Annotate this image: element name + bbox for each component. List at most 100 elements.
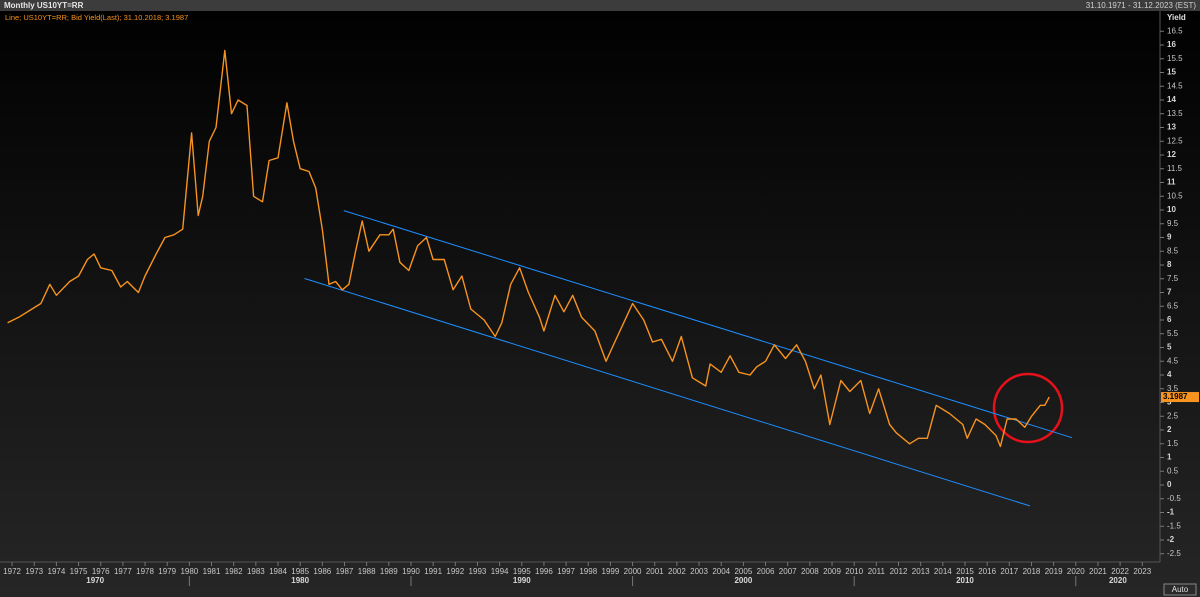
x-tick-label: 2017	[1000, 567, 1018, 576]
y-tick-label: -0.5	[1167, 494, 1181, 503]
date-range: 31.10.1971 - 31.12.2023 (EST)	[1086, 1, 1197, 10]
y-tick-label: 0.5	[1167, 466, 1179, 475]
x-tick-label: 1991	[424, 567, 442, 576]
x-tick-label: 1974	[48, 567, 66, 576]
y-tick-label: 4.5	[1167, 356, 1179, 365]
y-tick-label: -1	[1167, 508, 1175, 517]
y-tick-label: 3	[1167, 398, 1172, 407]
x-tick-label: 2014	[934, 567, 952, 576]
x-tick-label: 1988	[358, 567, 376, 576]
x-tick-label: 2015	[956, 567, 974, 576]
y-tick-label: 14	[1167, 95, 1176, 104]
x-tick-label: 1976	[92, 567, 110, 576]
last-value-label: 3.1987	[1163, 392, 1188, 401]
y-tick-label: 13.5	[1167, 109, 1183, 118]
x-tick-label: 2007	[779, 567, 797, 576]
yield-line	[7, 49, 1050, 448]
x-tick-label: 1979	[158, 567, 176, 576]
decade-label: 2010	[956, 576, 974, 585]
decade-label: 1980	[291, 576, 309, 585]
x-tick-label: 1997	[557, 567, 575, 576]
y-tick-label: 2	[1167, 425, 1172, 434]
x-tick-label: 1998	[579, 567, 597, 576]
x-tick-label: 2001	[646, 567, 664, 576]
y-tick-label: 9	[1167, 233, 1172, 242]
x-tick-label: 2013	[912, 567, 930, 576]
decade-label: 2000	[734, 576, 752, 585]
y-tick-label: 12.5	[1167, 136, 1183, 145]
trend-line	[304, 278, 1031, 507]
x-tick-label: 2004	[712, 567, 730, 576]
x-tick-label: 2000	[624, 567, 642, 576]
x-tick-label: 2006	[757, 567, 775, 576]
x-tick-label: 1975	[70, 567, 88, 576]
y-axis-label: Yield	[1167, 13, 1186, 22]
x-tick-label: 1989	[380, 567, 398, 576]
y-tick-label: 8	[1167, 260, 1172, 269]
y-tick-label: 9.5	[1167, 219, 1179, 228]
x-tick-label: 1994	[491, 567, 509, 576]
x-tick-label: 2011	[868, 567, 886, 576]
y-tick-label: 10	[1167, 205, 1176, 214]
y-tick-label: -2	[1167, 535, 1175, 544]
y-tick-label: 5	[1167, 343, 1172, 352]
y-tick-label: 0	[1167, 480, 1172, 489]
y-tick-label: 11	[1167, 178, 1176, 187]
x-tick-label: 2003	[690, 567, 708, 576]
decade-label: 1970	[86, 576, 104, 585]
x-tick-label: 2005	[734, 567, 752, 576]
y-tick-label: 8.5	[1167, 246, 1179, 255]
legend: Line; US10YT=RR; Bid Yield(Last); 31.10.…	[5, 13, 188, 22]
y-tick-label: -1.5	[1167, 521, 1181, 530]
y-tick-label: 16.5	[1167, 26, 1183, 35]
x-tick-label: 2021	[1089, 567, 1107, 576]
y-tick-label: 13	[1167, 123, 1176, 132]
x-tick-label: 2002	[668, 567, 686, 576]
decade-label: 2020	[1109, 576, 1127, 585]
y-tick-label: 16	[1167, 40, 1176, 49]
y-tick-label: 7.5	[1167, 274, 1179, 283]
x-tick-label: 1990	[402, 567, 420, 576]
x-tick-label: 1986	[313, 567, 331, 576]
y-tick-label: 7	[1167, 288, 1172, 297]
y-tick-label: 3.5	[1167, 384, 1179, 393]
x-tick-label: 2016	[978, 567, 996, 576]
x-tick-label: 1980	[180, 567, 198, 576]
y-tick-label: 6	[1167, 315, 1172, 324]
x-tick-label: 1984	[269, 567, 287, 576]
x-tick-label: 1985	[291, 567, 309, 576]
y-tick-label: 11.5	[1167, 164, 1183, 173]
x-tick-label: 1987	[336, 567, 354, 576]
x-tick-label: 2009	[823, 567, 841, 576]
y-tick-label: 12	[1167, 150, 1176, 159]
auto-button[interactable]: Auto	[1172, 585, 1189, 594]
trend-line	[343, 210, 1073, 439]
y-tick-label: 4	[1167, 370, 1172, 379]
auto-button-box[interactable]	[1163, 583, 1197, 596]
x-tick-label: 2018	[1023, 567, 1041, 576]
x-tick-label: 2010	[845, 567, 863, 576]
decade-label: 1990	[513, 576, 531, 585]
y-tick-label: 15	[1167, 68, 1176, 77]
highlight-circle	[992, 372, 1064, 444]
header-bar	[0, 0, 1200, 11]
x-tick-label: 1982	[225, 567, 243, 576]
x-tick-label: 1983	[247, 567, 265, 576]
x-tick-label: 1995	[513, 567, 531, 576]
x-tick-label: 1972	[3, 567, 21, 576]
y-tick-label: 1.5	[1167, 439, 1179, 448]
x-tick-label: 1978	[136, 567, 154, 576]
x-tick-label: 1977	[114, 567, 132, 576]
x-tick-label: 2008	[801, 567, 819, 576]
x-tick-label: 1981	[203, 567, 221, 576]
x-tick-label: 1992	[446, 567, 464, 576]
y-tick-label: 14.5	[1167, 81, 1183, 90]
x-tick-label: 2012	[890, 567, 908, 576]
y-tick-label: 5.5	[1167, 329, 1179, 338]
x-tick-label: 2022	[1111, 567, 1129, 576]
chart-title: Monthly US10YT=RR	[4, 1, 84, 10]
y-tick-label: 2.5	[1167, 411, 1179, 420]
x-tick-label: 1996	[535, 567, 553, 576]
y-tick-label: 10.5	[1167, 191, 1183, 200]
